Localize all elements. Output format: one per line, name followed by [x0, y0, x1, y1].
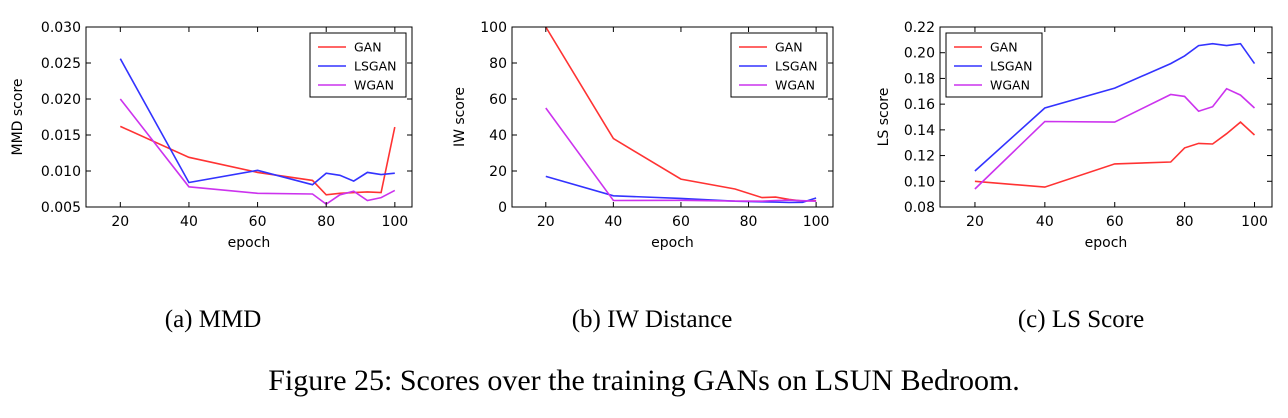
- y-axis-label: LS score: [876, 88, 892, 147]
- caption-c: (c) LS Score: [1017, 306, 1145, 333]
- figure-caption: Figure 25: Scores over the training GANs…: [268, 364, 1020, 397]
- x-axis-label: epoch: [1085, 235, 1128, 251]
- legend-label-wgan: WGAN: [775, 78, 815, 93]
- series-line-wgan-b: [545, 107, 817, 203]
- legend-label-wgan: WGAN: [990, 78, 1030, 93]
- series-line-lsgan-c: [974, 42, 1256, 172]
- y-axis-label: IW score: [452, 87, 468, 147]
- series-line-wgan-a: [119, 98, 396, 206]
- y-tick-label: 0.020: [41, 92, 81, 108]
- legend-label-gan: GAN: [775, 40, 803, 55]
- y-tick-label: 0.14: [904, 123, 935, 139]
- legend-b: GAN LSGAN WGAN: [730, 32, 828, 98]
- series-line-gan-c: [974, 121, 1256, 188]
- legend-box: [945, 32, 1043, 98]
- chart-b: 20 40 60 80 100 0 20 40 60 80 100 epoch IW score GAN L…: [452, 20, 834, 251]
- axes-frame-b: [511, 26, 834, 208]
- y-tick-label: 0.030: [41, 20, 81, 36]
- y-tick-label: 100: [480, 20, 507, 36]
- legend-a: GAN LSGAN WGAN: [309, 32, 407, 98]
- y-tick-label: 0.10: [904, 174, 935, 190]
- y-tick-label: 0.12: [904, 149, 935, 165]
- legend-label-lsgan: LSGAN: [990, 59, 1033, 74]
- axes-frame-c: [939, 26, 1273, 208]
- y-tick-label: 0.20: [904, 46, 935, 62]
- y-tick-label: 0.025: [41, 56, 81, 72]
- y-tick-label: 0.010: [41, 164, 81, 180]
- y-tick-label: 0.16: [904, 97, 935, 113]
- chart-c: 20 40 60 80 100 0.08 0.10 0.12 0.14 0.16 0.18 0.20 0…: [876, 20, 1273, 251]
- x-axis-label: epoch: [651, 235, 694, 251]
- y-tick-label: 40: [489, 128, 507, 144]
- legend-box: [730, 32, 828, 98]
- legend-label-lsgan: LSGAN: [775, 59, 818, 74]
- x-tick-label: 100: [803, 214, 830, 230]
- y-tick-label: 0.005: [41, 200, 81, 216]
- x-tick-label: 60: [1106, 214, 1124, 230]
- x-tick-label: 20: [966, 214, 984, 230]
- series-line-wgan-c: [974, 87, 1256, 190]
- chart-a: 20 40 60 80 100 0.005 0.010 0.015 0.020 0.025 0.03…: [10, 20, 413, 251]
- y-tick-label: 60: [489, 92, 507, 108]
- caption-b: (b) IW Distance: [571, 306, 733, 333]
- axes-frame-a: [85, 26, 413, 208]
- x-tick-label: 60: [249, 214, 267, 230]
- x-axis-label: epoch: [228, 235, 271, 251]
- y-tick-label: 0.015: [41, 128, 81, 144]
- legend-label-wgan: WGAN: [354, 78, 394, 93]
- x-tick-label: 80: [1176, 214, 1194, 230]
- x-tick-label: 80: [740, 214, 758, 230]
- y-tick-label: 0.08: [904, 200, 935, 216]
- charts-canvas: 20 40 60 80 100 0.005 0.010 0.015 0.020 0.025 0.03…: [10, 20, 1273, 251]
- caption-a: (a) MMD: [164, 306, 262, 333]
- x-tick-label: 60: [672, 214, 690, 230]
- y-tick-label: 0.22: [904, 20, 935, 36]
- x-tick-label: 100: [1241, 214, 1268, 230]
- series-line-lsgan-b: [545, 175, 817, 204]
- y-tick-label: 80: [489, 56, 507, 72]
- legend-c: GAN LSGAN WGAN: [945, 32, 1043, 98]
- x-tick-label: 40: [604, 214, 622, 230]
- series-line-gan-a: [119, 125, 396, 196]
- y-tick-label: 20: [489, 164, 507, 180]
- x-tick-label: 40: [1036, 214, 1054, 230]
- legend-label-gan: GAN: [990, 40, 1018, 55]
- x-tick-label: 20: [537, 214, 555, 230]
- y-tick-label: 0.18: [904, 71, 935, 87]
- legend-label-gan: GAN: [354, 40, 382, 55]
- y-axis-label: MMD score: [10, 78, 26, 155]
- x-tick-label: 100: [381, 214, 408, 230]
- x-tick-label: 20: [111, 214, 129, 230]
- x-tick-label: 80: [317, 214, 335, 230]
- legend-box: [309, 32, 407, 98]
- x-tick-label: 40: [180, 214, 198, 230]
- y-tick-label: 0: [498, 200, 507, 216]
- legend-label-lsgan: LSGAN: [354, 59, 397, 74]
- series-line-lsgan-a: [119, 58, 395, 186]
